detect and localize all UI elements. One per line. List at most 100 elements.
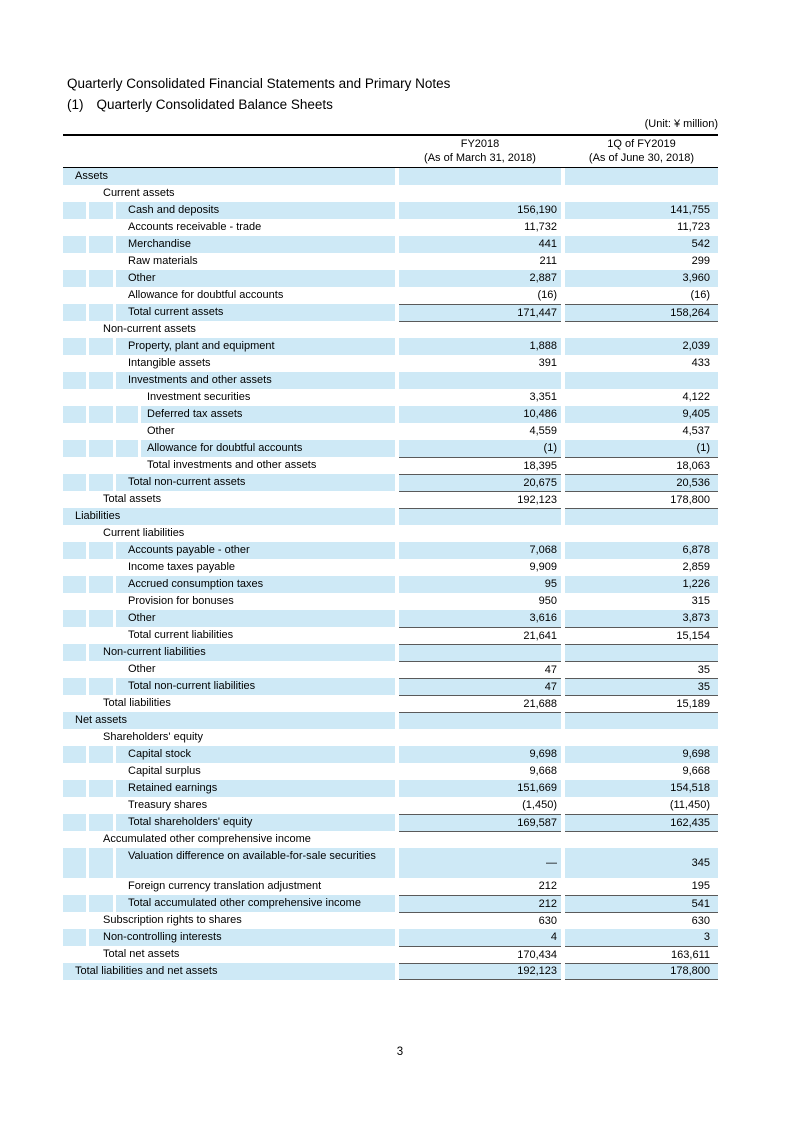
column-header-fy2018: FY2018 (As of March 31, 2018) — [399, 138, 561, 165]
indent-cell — [63, 593, 86, 610]
value-1q-fy2019: 20,536 — [565, 474, 718, 491]
table-row: Total liabilities 21,688 15,189 — [63, 695, 718, 712]
indent-cell — [89, 661, 113, 678]
indent-cell — [89, 895, 113, 912]
indent-cell — [89, 780, 113, 797]
value-fy2018 — [399, 644, 561, 661]
column-header-line2: (As of March 31, 2018) — [424, 151, 536, 164]
value-1q-fy2019: 541 — [565, 895, 718, 912]
value-1q-fy2019: 315 — [691, 595, 710, 607]
indent-cell — [89, 219, 113, 236]
row-label: Cash and deposits — [116, 202, 395, 219]
unit-note: (Unit: ¥ million) — [644, 118, 718, 130]
value-1q-fy2019 — [565, 321, 718, 338]
indent-cell — [89, 878, 113, 895]
indent-cell — [116, 406, 138, 423]
value-fy2018: 169,587 — [399, 814, 561, 831]
value-fy2018: 192,123 — [399, 491, 561, 508]
column-header-line1: FY2018 — [460, 138, 500, 150]
subtitle-text: Quarterly Consolidated Balance Sheets — [96, 97, 333, 112]
value-fy2018: 391 — [538, 357, 557, 369]
indent-cell — [63, 457, 86, 474]
row-label: Total investments and other assets — [147, 459, 317, 471]
value-fy2018: 3,616 — [399, 610, 561, 627]
table-row: Other 47 35 — [63, 661, 718, 678]
row-label: Income taxes payable — [128, 561, 236, 573]
table-body: Assets Current assets Cash and deposits 156… — [63, 168, 718, 980]
value-fy2018: 9,668 — [529, 765, 557, 777]
value-fy2018: 9,698 — [399, 746, 561, 763]
table-row: Other 2,887 3,960 — [63, 270, 718, 287]
indent-cell — [63, 185, 86, 202]
value-1q-fy2019: 3 — [565, 929, 718, 946]
row-label: Intangible assets — [128, 357, 211, 369]
row-label: Property, plant and equipment — [116, 338, 395, 355]
row-label: Shareholders' equity — [103, 731, 203, 743]
value-fy2018: 11,732 — [524, 221, 557, 233]
value-1q-fy2019 — [565, 185, 718, 202]
value-fy2018: 212 — [399, 895, 561, 912]
value-1q-fy2019 — [565, 831, 718, 848]
table-row: Total current liabilities 21,641 15,154 — [63, 627, 718, 644]
value-fy2018: 3,351 — [529, 391, 557, 403]
indent-cell — [63, 831, 86, 848]
value-1q-fy2019: 15,189 — [565, 695, 718, 712]
value-1q-fy2019 — [565, 168, 718, 185]
indent-cell — [89, 610, 113, 627]
value-1q-fy2019: 630 — [565, 912, 718, 929]
value-1q-fy2019: 195 — [691, 880, 710, 892]
table-row: Cash and deposits 156,190 141,755 — [63, 202, 718, 219]
indent-cell — [89, 678, 113, 695]
value-1q-fy2019: 433 — [691, 357, 710, 369]
indent-cell — [116, 440, 138, 457]
value-1q-fy2019 — [565, 712, 718, 729]
value-fy2018: (1,450) — [522, 799, 557, 811]
indent-cell — [116, 389, 138, 406]
value-1q-fy2019: 345 — [565, 848, 718, 878]
value-fy2018: 441 — [399, 236, 561, 253]
value-1q-fy2019: 178,800 — [565, 963, 718, 980]
table-row: Non-current liabilities — [63, 644, 718, 661]
indent-cell — [63, 304, 86, 321]
table-row: Total net assets 170,434 163,611 — [63, 946, 718, 963]
row-label: Total current liabilities — [128, 629, 234, 641]
indent-cell — [63, 763, 86, 780]
row-label: Current liabilities — [103, 527, 185, 539]
value-1q-fy2019: 2,039 — [565, 338, 718, 355]
value-fy2018 — [399, 321, 561, 338]
table-row: Treasury shares (1,450) (11,450) — [63, 797, 718, 814]
indent-cell — [63, 202, 86, 219]
table-row: Investment securities 3,351 4,122 — [63, 389, 718, 406]
table-row: Property, plant and equipment 1,888 2,039 — [63, 338, 718, 355]
table-row: Other 3,616 3,873 — [63, 610, 718, 627]
value-1q-fy2019: 141,755 — [565, 202, 718, 219]
value-fy2018: 18,395 — [399, 457, 561, 474]
indent-cell — [63, 946, 86, 963]
row-label: Raw materials — [128, 255, 198, 267]
value-1q-fy2019: 4,537 — [682, 425, 710, 437]
value-1q-fy2019: 15,154 — [565, 627, 718, 644]
row-label: Subscription rights to shares — [103, 914, 242, 926]
row-label: Non-controlling interests — [89, 929, 395, 946]
indent-cell — [89, 389, 113, 406]
indent-cell — [63, 610, 86, 627]
value-fy2018: 170,434 — [399, 946, 561, 963]
indent-cell — [89, 542, 113, 559]
value-1q-fy2019: 9,405 — [565, 406, 718, 423]
value-fy2018: 212 — [538, 880, 557, 892]
row-label: Foreign currency translation adjustment — [128, 880, 322, 892]
row-label: Total accumulated other comprehensive in… — [116, 895, 395, 912]
table-row: Intangible assets 391 433 — [63, 355, 718, 372]
indent-cell — [63, 542, 86, 559]
row-label: Accumulated other comprehensive income — [103, 833, 311, 845]
indent-cell — [89, 304, 113, 321]
table-header-row: FY2018 (As of March 31, 2018) 1Q of FY20… — [63, 136, 718, 168]
column-header-1q-fy2019: 1Q of FY2019 (As of June 30, 2018) — [565, 138, 718, 165]
indent-cell — [63, 372, 86, 389]
indent-cell — [63, 219, 86, 236]
indent-cell — [63, 440, 86, 457]
balance-sheet-table: FY2018 (As of March 31, 2018) 1Q of FY20… — [63, 134, 718, 980]
indent-cell — [63, 895, 86, 912]
row-label: Non-current assets — [103, 323, 196, 335]
